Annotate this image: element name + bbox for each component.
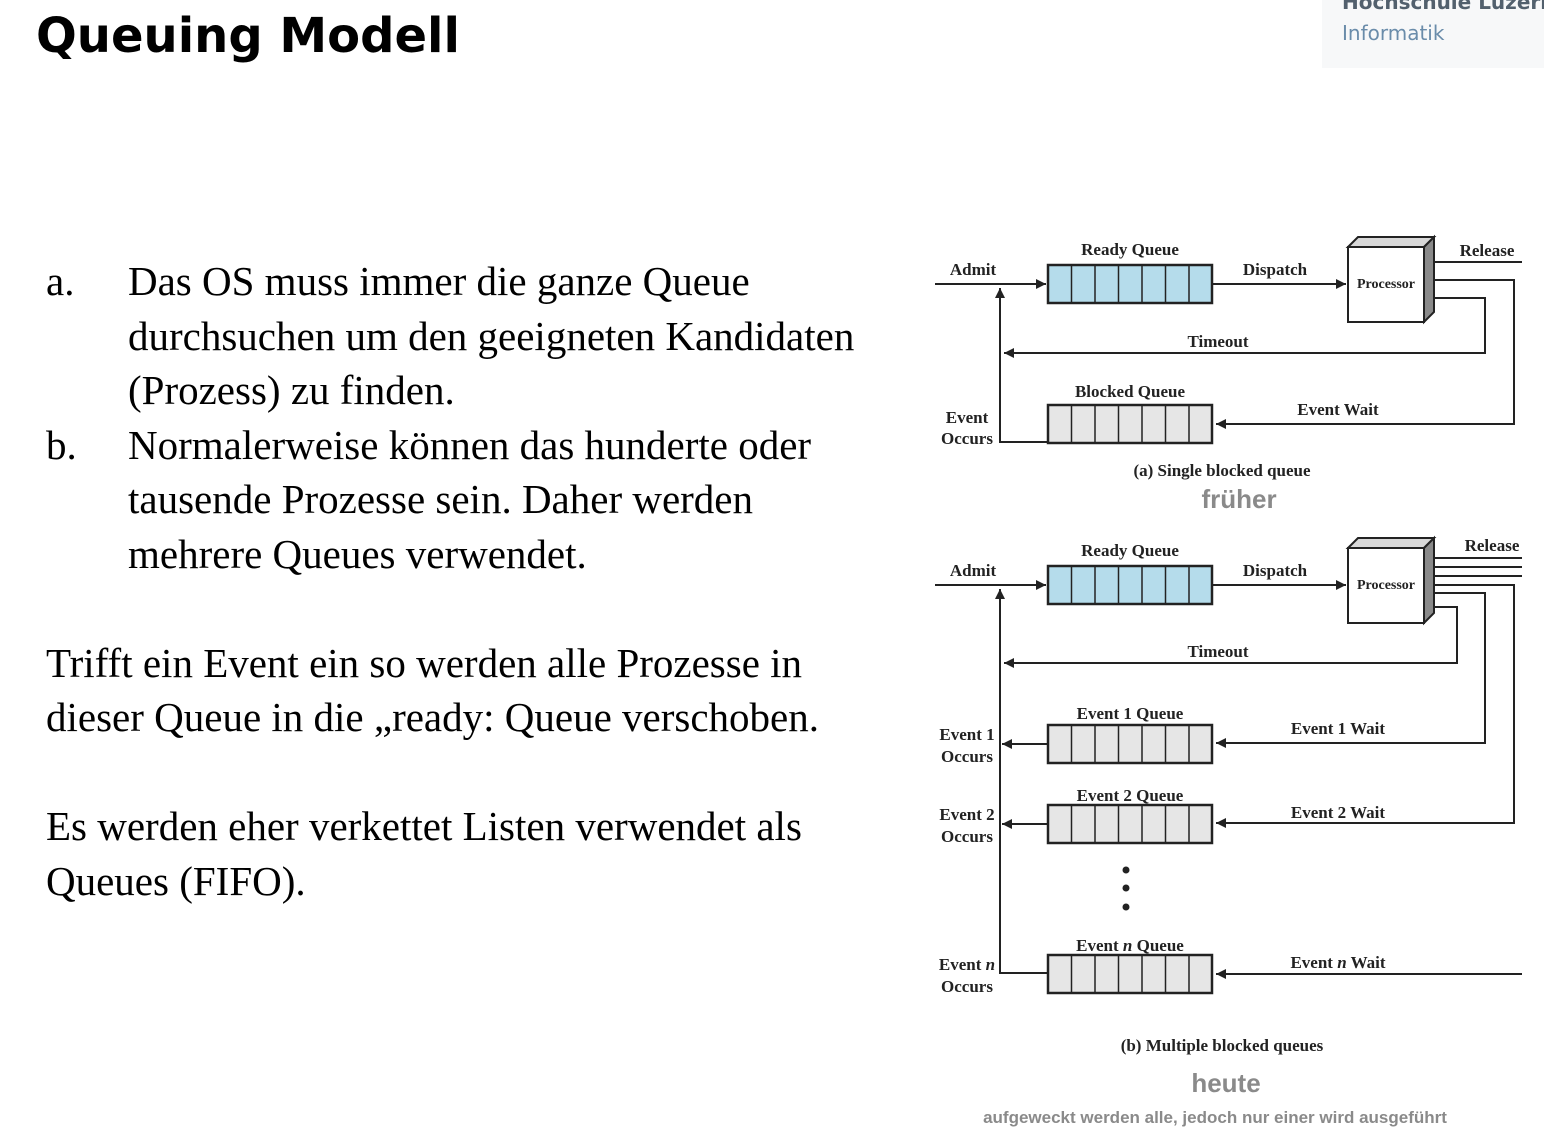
paragraph-lists: Es werden eher verkettet Listen verwende… <box>46 803 802 904</box>
label-admit: Admit <box>950 561 997 580</box>
event-wait-arrow <box>1216 279 1515 429</box>
list-item: b. Normalerweise können das hunderte ode… <box>46 418 886 582</box>
event-occurs-arrow <box>995 288 1048 443</box>
label-dispatch: Dispatch <box>1243 561 1308 580</box>
label-ready-queue: Ready Queue <box>1081 240 1179 259</box>
list-marker: a. <box>46 258 75 304</box>
ellipsis-dot <box>1122 884 1130 892</box>
label-timeout: Timeout <box>1187 642 1248 661</box>
label-processor: Processor <box>1357 578 1415 593</box>
label-processor: Processor <box>1357 277 1415 292</box>
diagram-multiple-blocked-queues: Ready Queue Admit Dispatch Processor Rel… <box>935 535 1522 1127</box>
label-eventn-occurs-line2: Occurs <box>941 977 993 996</box>
event2-queue-box <box>1046 803 1214 845</box>
list-item: a. Das OS muss immer die ganze Queue dur… <box>46 254 886 418</box>
label-event-wait: Event Wait <box>1297 400 1379 419</box>
processor-box <box>1345 234 1437 325</box>
ellipsis-dot <box>1122 903 1130 911</box>
label-event2-wait: Event 2 Wait <box>1291 803 1385 822</box>
note-frueher: früher <box>1201 484 1276 514</box>
caption-multiple-blocked-queues: (b) Multiple blocked queues <box>1121 1036 1324 1055</box>
paragraph-event: Trifft ein Event ein so werden alle Proz… <box>46 639 819 741</box>
label-event1-wait: Event 1 Wait <box>1291 719 1385 738</box>
label-ready-queue: Ready Queue <box>1081 541 1179 560</box>
ready-queue-box <box>1046 564 1214 606</box>
label-event2-occurs-line1: Event 2 <box>939 805 994 824</box>
event1-wait-arrow <box>1216 592 1486 748</box>
label-admit: Admit <box>950 260 997 279</box>
label-blocked-queue: Blocked Queue <box>1075 382 1185 401</box>
timeout-arrow <box>1004 606 1458 668</box>
label-event1-queue: Event 1 Queue <box>1077 704 1184 723</box>
label-eventn-queue: Event n Queue <box>1076 936 1184 955</box>
timeout-arrow <box>1004 297 1486 358</box>
slide-body: a. Das OS muss immer die ganze Queue dur… <box>46 254 886 908</box>
list-marker: b. <box>46 421 77 468</box>
label-dispatch: Dispatch <box>1243 260 1308 279</box>
event-return-line <box>995 589 1048 974</box>
label-eventn-wait: Event n Wait <box>1290 953 1385 972</box>
logo-school-name: Hochschule Luzern <box>1342 0 1544 14</box>
slide-title: Queuing Modell <box>36 8 460 64</box>
diagram-single-blocked-queue: Ready Queue Admit Dispatch Processor Rel… <box>935 234 1522 514</box>
processor-box <box>1345 535 1437 626</box>
label-event2-queue: Event 2 Queue <box>1077 786 1184 805</box>
label-event2-occurs-line2: Occurs <box>941 827 993 846</box>
institution-logo: Hochschule Luzern Informatik <box>1322 0 1544 68</box>
ready-queue-box <box>1046 263 1214 305</box>
label-eventn-occurs-line1: Event n <box>939 955 995 974</box>
list-item-text: Das OS muss immer die ganze Queue durchs… <box>128 258 855 413</box>
label-event1-occurs-line1: Event 1 <box>939 725 994 744</box>
label-event-occurs-line1: Event <box>946 408 989 427</box>
ellipsis-dot <box>1122 866 1130 874</box>
label-event1-occurs-line2: Occurs <box>941 747 993 766</box>
note-footnote: aufgeweckt werden alle, jedoch nur einer… <box>983 1108 1447 1127</box>
caption-single-blocked-queue: (a) Single blocked queue <box>1133 461 1311 480</box>
logo-department: Informatik <box>1342 21 1445 45</box>
blocked-queue-box <box>1046 403 1214 445</box>
queuing-diagram: Ready Queue Admit Dispatch Processor Rel… <box>935 234 1522 1127</box>
note-heute: heute <box>1191 1068 1260 1098</box>
label-release: Release <box>1460 241 1515 260</box>
list-item-text: Normalerweise können das hunderte oder t… <box>128 421 812 577</box>
event2-wait-arrow <box>1216 584 1515 828</box>
eventn-queue-box <box>1046 953 1214 995</box>
label-timeout: Timeout <box>1187 332 1248 351</box>
event1-queue-box <box>1046 723 1214 765</box>
label-release: Release <box>1465 536 1520 555</box>
label-event-occurs-line2: Occurs <box>941 429 993 448</box>
